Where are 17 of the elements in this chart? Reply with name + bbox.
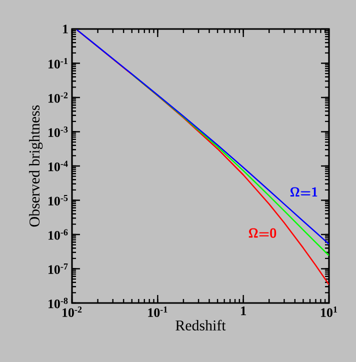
y-tick-label: 1 bbox=[63, 24, 68, 34]
y-tick-label: 10$^{-2}$ bbox=[48, 92, 68, 103]
x-tick-label: 10$^{1}$ bbox=[321, 306, 338, 317]
x-tick-label: 1 bbox=[241, 306, 246, 316]
series-label: Ω=0 bbox=[248, 228, 276, 238]
y-tick-label: 10$^{-7}$ bbox=[48, 264, 68, 274]
y-tick-label: 10$^{-6}$ bbox=[48, 229, 68, 240]
x-axis-title: Redshift bbox=[176, 320, 226, 330]
y-tick-label: 10$^{-1}$ bbox=[48, 58, 68, 68]
y-tick-label: 10$^{-3}$ bbox=[48, 126, 68, 137]
y-tick-label: 10$^{-4}$ bbox=[48, 160, 68, 172]
y-tick-label: 10$^{-5}$ bbox=[48, 195, 68, 206]
x-tick-label: 10$^{-2}$ bbox=[62, 306, 82, 317]
series-label: Ω=1 bbox=[290, 187, 318, 197]
y-tick-label: 10$^{-8}$ bbox=[48, 298, 68, 308]
x-tick-label: 10$^{-1}$ bbox=[148, 306, 168, 317]
y-axis-title: Observed brightness bbox=[29, 105, 43, 227]
